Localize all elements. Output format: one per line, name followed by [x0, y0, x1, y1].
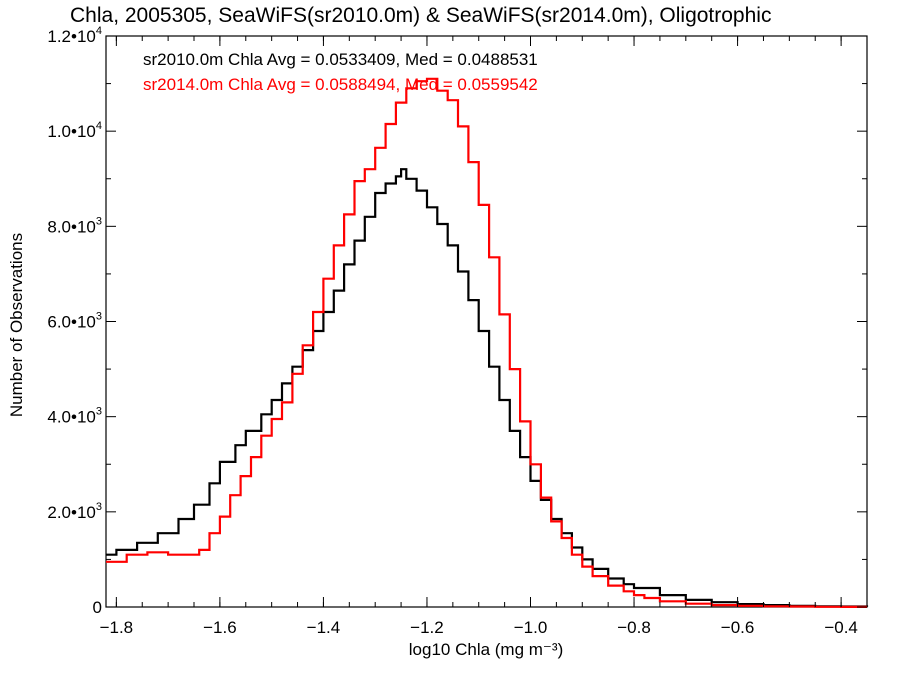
x-tick-label: −0.6: [721, 618, 755, 637]
y-tick-label: 1.2•104: [47, 25, 102, 46]
y-axis-ticks: 0 2.0•103 4.0•103 6.0•103 8.0•103 1.0•104 1.2•…: [47, 25, 867, 617]
y-tick-label: 8.0•103: [47, 215, 102, 236]
x-axis-label: log10 Chla (mg m⁻³): [409, 640, 563, 659]
x-tick-label: −0.8: [617, 618, 651, 637]
annotation-text: sr2010.0m Chla Avg = 0.0533409, Med = 0.…: [143, 50, 538, 69]
x-tick-label: −1.2: [410, 618, 444, 637]
x-tick-label: −1.4: [307, 618, 341, 637]
y-tick-label: 0: [93, 598, 102, 617]
y-tick-label: 1.0•104: [47, 120, 102, 141]
annotations: sr2010.0m Chla Avg = 0.0533409, Med = 0.…: [143, 50, 538, 94]
x-tick-label: −1.8: [100, 618, 134, 637]
x-tick-label: −1.6: [203, 618, 237, 637]
annotation-text: sr2014.0m Chla Avg = 0.0588494, Med = 0.…: [143, 75, 538, 94]
series-group: [106, 77, 869, 608]
chart-title: Chla, 2005305, SeaWiFS(sr2010.0m) & SeaW…: [70, 4, 771, 27]
series-line-2: [106, 77, 867, 608]
x-tick-label: −1.0: [514, 618, 548, 637]
y-tick-label: 2.0•103: [47, 501, 102, 522]
y-tick-label: 6.0•103: [47, 311, 102, 332]
series-line-1: [106, 168, 869, 608]
y-tick-label: 4.0•103: [47, 406, 102, 427]
x-tick-label: −0.4: [824, 618, 858, 637]
y-axis-label: Number of Observations: [7, 233, 26, 417]
x-axis-ticks: −1.8 −1.6 −1.4 −1.2 −1.0 −0.8 −0.6 −0.4: [100, 36, 858, 637]
